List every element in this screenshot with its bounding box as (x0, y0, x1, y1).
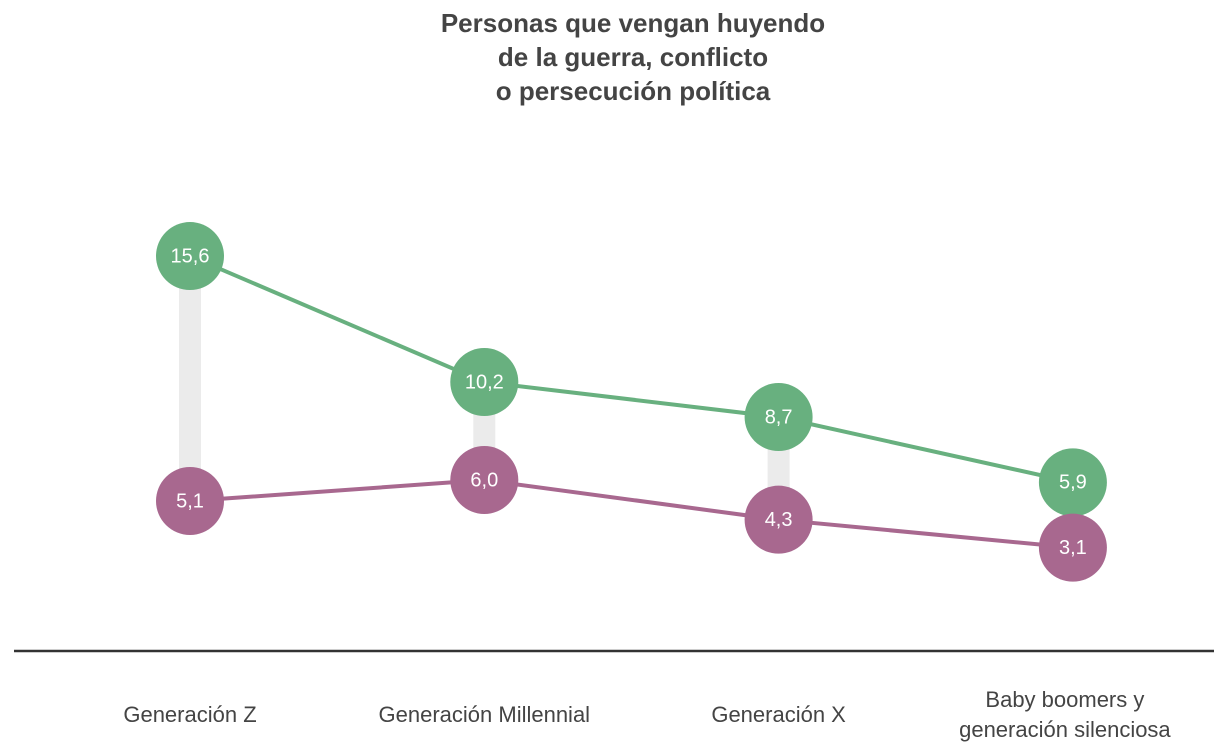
dot (450, 348, 519, 417)
dot (156, 467, 224, 536)
series-line (189, 478, 1074, 550)
data-label: 8,7 (765, 406, 793, 428)
series-line (189, 254, 1074, 485)
x-tick-label: Generación Z (123, 702, 257, 727)
connector (179, 256, 201, 502)
data-label: 4,3 (765, 509, 793, 531)
data-label: 3,1 (1059, 537, 1087, 559)
dot (1038, 448, 1107, 517)
data-label: 6,0 (470, 469, 498, 491)
dot (744, 485, 813, 554)
data-label: 5,1 (176, 490, 204, 512)
chart-title: Personas que vengan huyendo de la guerra… (440, 8, 826, 106)
x-tick-label: Generación X (711, 702, 846, 727)
x-tick-label: Generación Millennial (378, 702, 591, 727)
data-label: 15,6 (171, 245, 210, 267)
x-tick-label: Baby boomers y generación silenciosa (959, 687, 1171, 742)
dot (450, 446, 519, 515)
data-label: 5,9 (1059, 472, 1087, 494)
dot (744, 383, 813, 452)
dot (1038, 513, 1107, 582)
data-label: 10,2 (465, 371, 504, 393)
dot (156, 222, 224, 291)
